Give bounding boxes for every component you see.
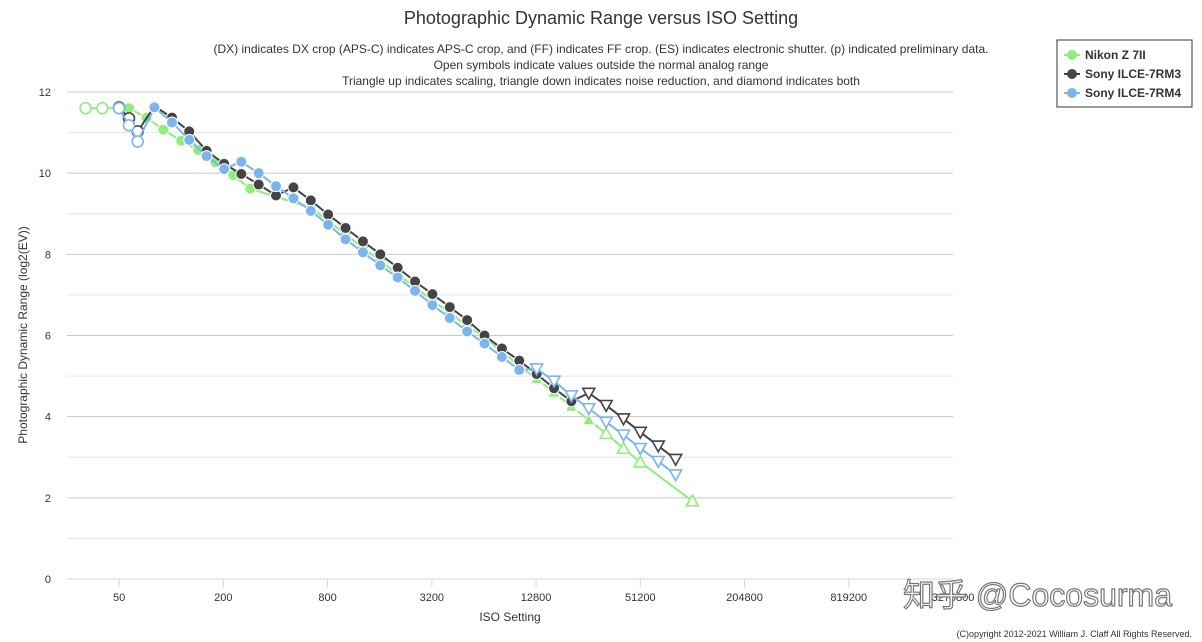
data-point (339, 233, 352, 246)
data-point (409, 284, 422, 297)
legend: Nikon Z 7II Sony ILCE-7RM3 Sony ILCE-7RM4 (1056, 39, 1193, 108)
data-point (668, 469, 683, 483)
watermark: 知乎 @Cocosurma (903, 577, 1172, 613)
data-point (616, 440, 631, 454)
data-point (598, 399, 614, 413)
legend-marker (1067, 88, 1077, 98)
y-tick-label: 4 (45, 412, 51, 424)
data-point (270, 180, 283, 193)
data-point (632, 442, 648, 456)
data-point (200, 150, 213, 163)
data-point (356, 246, 369, 259)
data-point (443, 312, 456, 325)
y-tick-label: 2 (45, 493, 51, 505)
data-point (461, 325, 474, 338)
data-point (374, 248, 387, 261)
data-point (478, 337, 491, 350)
x-tick-label: 3200 (420, 592, 444, 604)
x-tick-label: 200 (214, 592, 232, 604)
data-point (632, 426, 648, 440)
x-tick-label: 12800 (521, 592, 552, 604)
y-axis-ticks: 0 2 4 6 8 10 12 (39, 87, 51, 586)
x-tick-label: 3276800 (932, 592, 975, 604)
data-point (252, 178, 265, 191)
data-point (529, 363, 545, 377)
chart-title: Photographic Dynamic Range versus ISO Se… (404, 8, 798, 28)
data-point (581, 412, 596, 426)
data-point (426, 299, 439, 312)
legend-marker (1067, 69, 1077, 79)
data-point (252, 167, 265, 180)
data-point (218, 163, 231, 176)
x-tick-label: 50 (113, 592, 125, 604)
data-point (287, 192, 300, 205)
data-point (668, 453, 683, 467)
data-point (564, 389, 579, 404)
data-point (581, 402, 597, 417)
data-point (96, 101, 109, 115)
legend-label[interactable]: Nikon Z 7II (1085, 48, 1146, 62)
y-axis-title: Photographic Dynamic Range (log2(EV)) (16, 226, 30, 443)
data-point (598, 416, 614, 430)
chart-subtitle-line-3: Triangle up indicates scaling, triangle … (342, 74, 860, 88)
series-layer (79, 100, 700, 507)
data-point (304, 204, 317, 217)
data-point (461, 314, 474, 327)
data-point (235, 155, 248, 168)
chart-subtitle-line-1: (DX) indicates DX crop (APS-C) indicates… (214, 42, 989, 56)
data-point (339, 221, 352, 234)
data-point (322, 218, 335, 231)
legend-label[interactable]: Sony ILCE-7RM4 (1085, 86, 1181, 100)
x-axis-title: ISO Setting (479, 610, 540, 624)
data-point (322, 208, 335, 221)
legend-marker (1067, 50, 1077, 60)
data-point (374, 259, 387, 272)
grid-lines (67, 91, 953, 580)
data-point (131, 135, 144, 148)
chart-subtitle-line-2: Open symbols indicate values outside the… (434, 58, 769, 72)
data-point (513, 363, 526, 376)
data-point (616, 429, 631, 443)
series-line (118, 104, 677, 461)
x-axis-ticks: 50 200 800 3200 12800 51200 204800 819200 327680… (113, 579, 974, 604)
data-point (581, 387, 597, 401)
y-tick-label: 8 (45, 249, 51, 261)
data-point (112, 101, 126, 115)
data-point (632, 454, 648, 468)
data-point (148, 101, 161, 114)
data-point (546, 375, 562, 389)
legend-label[interactable]: Sony ILCE-7RM3 (1085, 67, 1181, 81)
data-point (391, 271, 404, 284)
data-point (122, 118, 136, 132)
x-tick-label: 800 (318, 592, 336, 604)
data-point (650, 440, 666, 454)
data-point (287, 181, 300, 194)
data-point (183, 133, 196, 146)
data-point (426, 288, 439, 301)
data-point (443, 301, 456, 314)
x-tick-label: 51200 (625, 592, 656, 604)
data-point (304, 194, 317, 207)
series-line (118, 105, 677, 476)
y-tick-label: 6 (45, 331, 51, 343)
data-point (157, 123, 170, 136)
data-point (495, 351, 508, 364)
data-point (685, 493, 700, 507)
data-point (598, 426, 614, 440)
data-point (356, 235, 369, 248)
y-tick-label: 0 (45, 574, 51, 586)
x-tick-label: 204800 (726, 592, 763, 604)
data-point (165, 116, 178, 129)
data-point (235, 167, 248, 180)
data-point (616, 413, 631, 427)
x-tick-label: 819200 (830, 592, 867, 604)
series-2 (112, 101, 683, 483)
data-point (650, 455, 666, 469)
data-point (79, 101, 92, 115)
y-tick-label: 12 (39, 87, 51, 99)
copyright-text: (C)opyright 2012-2021 William J. Claff A… (957, 629, 1192, 639)
y-tick-label: 10 (39, 168, 51, 180)
